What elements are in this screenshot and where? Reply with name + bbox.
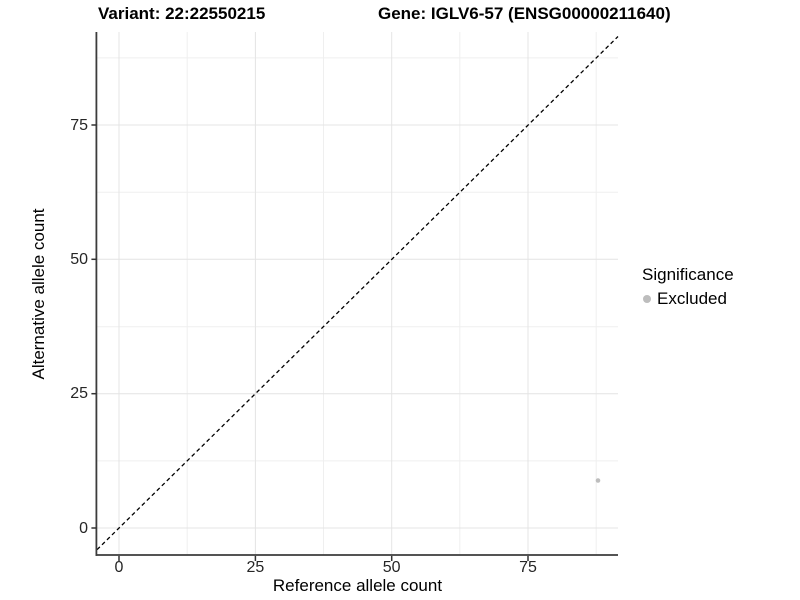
y-axis-title: Alternative allele count [29,208,48,380]
variant-title: Variant: 22:22550215 [98,4,266,23]
x-tick-label-25: 25 [246,559,265,576]
tick-marks [91,124,529,561]
data-point-excluded [595,478,601,483]
y-tick-label-25: 25 [70,385,88,403]
y-tick-label-0: 0 [79,519,88,537]
y-tick-label-50: 50 [70,250,88,268]
gene-title: Gene: IGLV6-57 (ENSG00000211640) [378,4,671,23]
axis-lines [95,32,618,556]
legend-title: Significance [642,265,734,284]
minor-gridlines [97,32,618,555]
x-axis-title: Reference allele count [272,576,443,595]
major-gridlines [97,32,618,555]
y-tick-label-75: 75 [70,116,88,134]
identity-line [96,36,619,551]
legend-label-excluded: Excluded [657,289,727,308]
x-tick-label-75: 75 [519,559,537,576]
legend-marker-excluded-icon [643,294,651,303]
x-tick-label-0: 0 [114,559,124,576]
x-tick-label-50: 50 [382,559,401,576]
